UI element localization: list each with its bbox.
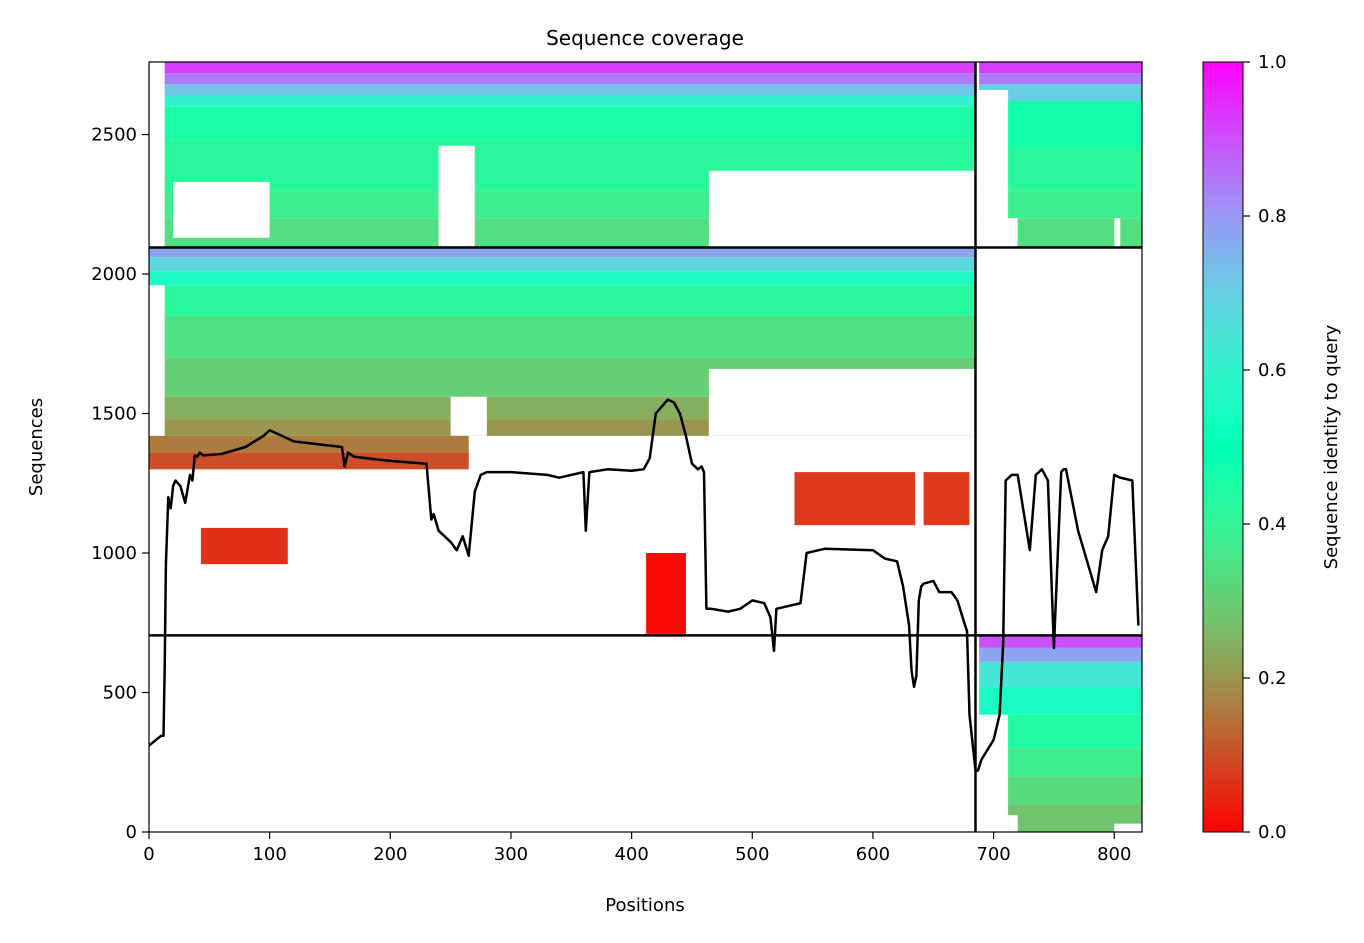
heatmap-layer bbox=[149, 62, 1142, 832]
coverage-band bbox=[149, 247, 976, 258]
y-axis-ticks: 0 500 1000 1500 2000 2500 bbox=[91, 125, 149, 843]
colorbar-label: Sequence identity to query bbox=[1321, 324, 1342, 569]
colorbar-tick-label: 0.2 bbox=[1258, 668, 1287, 689]
x-tick-label: 800 bbox=[1097, 844, 1131, 865]
coverage-band bbox=[149, 452, 469, 470]
coverage-band bbox=[164, 285, 976, 316]
coverage-gap bbox=[979, 89, 1009, 248]
colorbar: 0.0 0.2 0.4 0.6 0.8 1.0 Sequence identity to … bbox=[1202, 52, 1342, 843]
coverage-band bbox=[164, 73, 976, 85]
coverage-band bbox=[979, 686, 1142, 715]
coverage-band bbox=[164, 315, 976, 358]
coverage-band bbox=[164, 84, 976, 96]
coverage-band bbox=[979, 661, 1142, 687]
y-tick-label: 1500 bbox=[91, 404, 137, 425]
colorbar-ticks: 0.0 0.2 0.4 0.6 0.8 1.0 bbox=[1243, 52, 1287, 843]
x-tick-label: 200 bbox=[373, 844, 407, 865]
y-tick-label: 500 bbox=[103, 683, 137, 704]
block-dividers bbox=[149, 62, 1142, 832]
x-axis-label: Positions bbox=[605, 895, 684, 916]
coverage-gap bbox=[1008, 815, 1018, 832]
coverage-line bbox=[149, 398, 1140, 772]
coverage-gap bbox=[450, 396, 487, 436]
coverage-gap bbox=[1114, 823, 1142, 832]
x-tick-label: 500 bbox=[735, 844, 769, 865]
coverage-gap bbox=[173, 181, 270, 238]
coverage-band bbox=[979, 73, 1142, 85]
coverage-band bbox=[149, 257, 976, 272]
x-tick-label: 400 bbox=[614, 844, 648, 865]
coverage-gap bbox=[979, 714, 1009, 832]
colorbar-tick-label: 0.8 bbox=[1258, 206, 1287, 227]
y-axis-label: Sequences bbox=[26, 398, 47, 496]
coverage-line-layer bbox=[149, 398, 1140, 772]
coverage-band bbox=[149, 271, 976, 286]
coverage-band bbox=[200, 527, 288, 565]
colorbar-gradient bbox=[1202, 61, 1244, 833]
chart-title: Sequence coverage bbox=[546, 26, 744, 50]
coverage-band bbox=[794, 472, 970, 526]
colorbar-tick-label: 0.4 bbox=[1258, 514, 1287, 535]
coverage-band bbox=[979, 647, 1142, 662]
coverage-band bbox=[164, 106, 976, 141]
plot-frame bbox=[148, 61, 1143, 833]
coverage-gap bbox=[824, 184, 976, 248]
coverage-band bbox=[979, 635, 1142, 648]
x-tick-label: 700 bbox=[976, 844, 1010, 865]
plot-area bbox=[149, 62, 1142, 832]
coverage-gap bbox=[1114, 218, 1121, 248]
x-tick-label: 0 bbox=[143, 844, 154, 865]
coverage-gap bbox=[708, 368, 976, 436]
y-tick-label: 1000 bbox=[91, 543, 137, 564]
colorbar-tick-label: 0.6 bbox=[1258, 360, 1287, 381]
coverage-band bbox=[164, 62, 976, 74]
y-tick-label: 0 bbox=[126, 822, 137, 843]
colorbar-tick-label: 1.0 bbox=[1258, 52, 1287, 73]
x-axis-ticks: 0 100 200 300 400 500 600 700 800 bbox=[143, 832, 1131, 865]
coverage-gap bbox=[1008, 218, 1018, 248]
coverage-band bbox=[646, 553, 686, 634]
coverage-band bbox=[164, 95, 976, 107]
x-tick-label: 100 bbox=[252, 844, 286, 865]
coverage-band bbox=[979, 84, 1142, 102]
y-tick-label: 2500 bbox=[91, 125, 137, 146]
coverage-band bbox=[979, 62, 1142, 74]
coverage-gap bbox=[438, 145, 475, 247]
x-tick-label: 600 bbox=[856, 844, 890, 865]
y-tick-label: 2000 bbox=[91, 264, 137, 285]
colorbar-tick-label: 0.0 bbox=[1258, 822, 1287, 843]
coverage-gap bbox=[915, 472, 924, 526]
x-tick-label: 300 bbox=[494, 844, 528, 865]
